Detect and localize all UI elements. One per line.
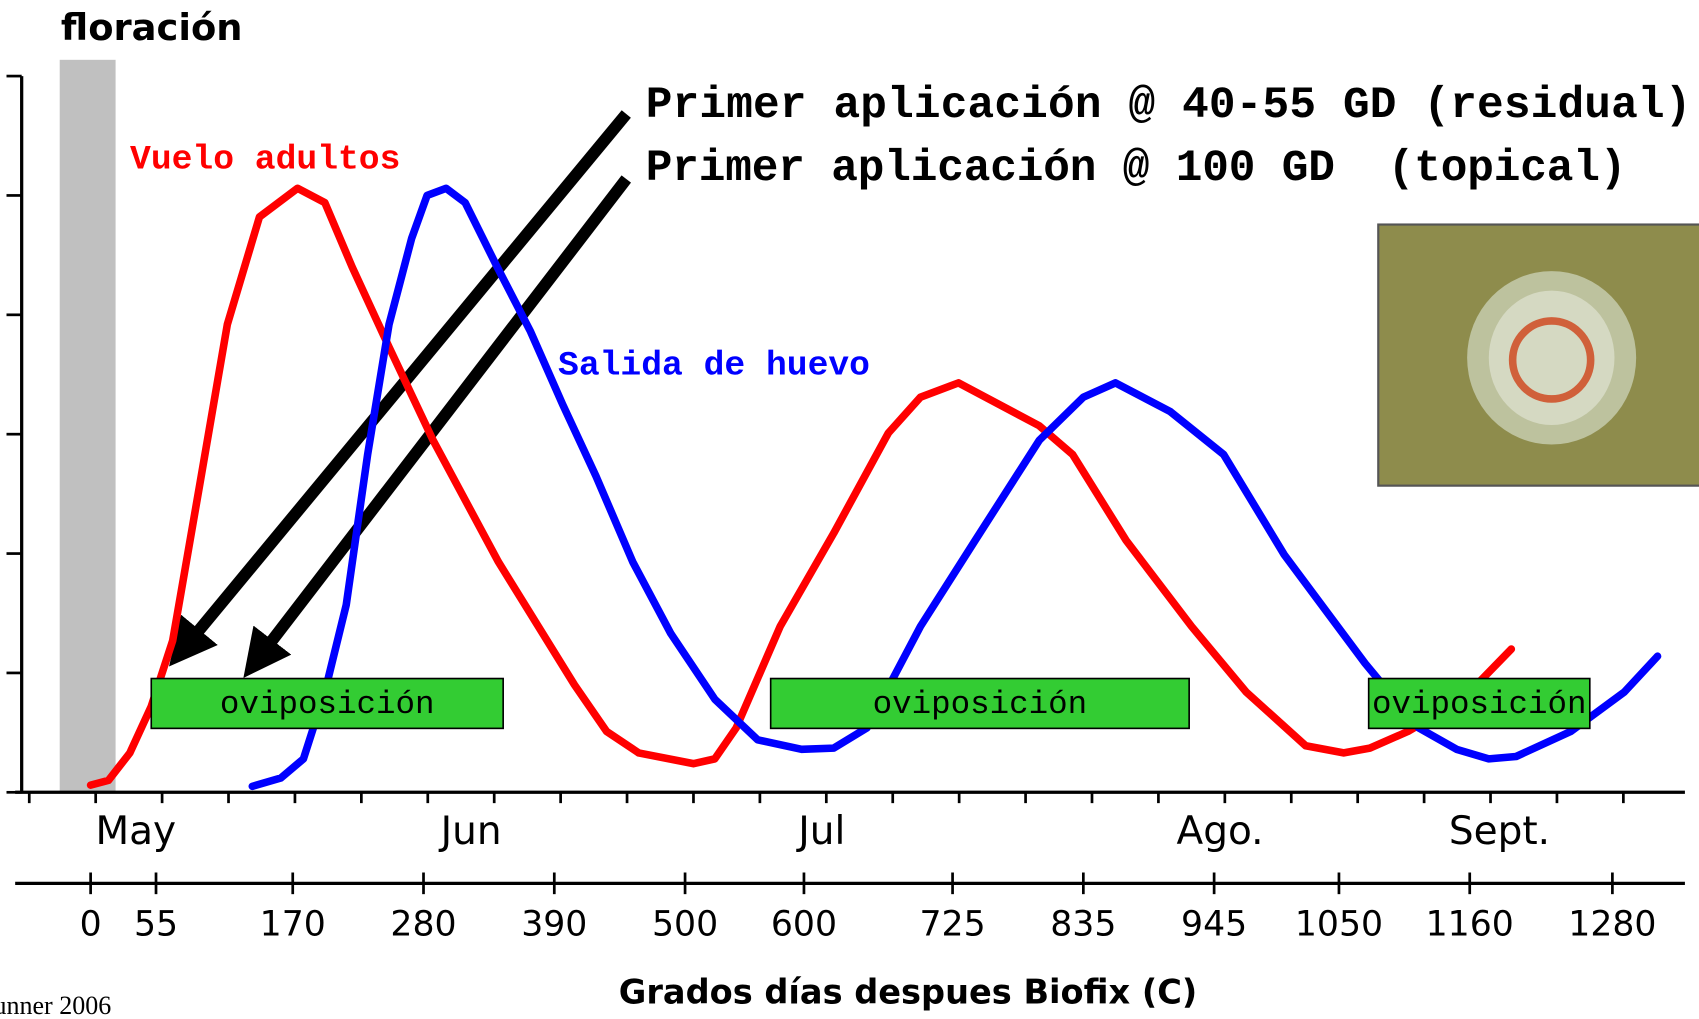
x-tick-label: 835 <box>1050 905 1116 945</box>
x-tick-label: 0 <box>80 905 102 945</box>
month-label: Sept. <box>1449 809 1550 854</box>
month-label: Ago. <box>1177 809 1264 854</box>
oviposition-band <box>769 677 1190 730</box>
x-tick-label: 170 <box>260 905 326 945</box>
series-label: Salida de huevo <box>558 347 870 386</box>
x-axis-label: Grados días despues Biofix (C) <box>619 972 1197 1011</box>
x-tick-label: 390 <box>521 905 587 945</box>
bloom-band <box>59 59 116 793</box>
series-label: Vuelo adultos <box>130 141 400 180</box>
x-tick-label: 725 <box>919 905 985 945</box>
x-tick-label: 500 <box>652 905 718 945</box>
x-tick-label: 945 <box>1181 905 1247 945</box>
x-tick-label: 1280 <box>1568 905 1656 945</box>
x-tick-label: 1160 <box>1426 905 1514 945</box>
arrow <box>243 175 632 678</box>
month-label: Jun <box>438 809 502 854</box>
oviposition-label: oviposición <box>873 686 1088 723</box>
bloom-label: floración <box>61 6 243 49</box>
x-tick-label: 1050 <box>1295 905 1383 945</box>
series-line <box>86 184 1516 789</box>
oviposition-label: oviposición <box>1372 686 1587 723</box>
annotation: Primer aplicación @ 100 GD (topical) <box>646 144 1627 194</box>
oviposition-label: oviposición <box>220 686 435 723</box>
month-label: May <box>95 809 176 854</box>
source: unner 2006 <box>0 991 111 1019</box>
oviposition-band <box>150 677 504 730</box>
oviposition-band <box>1367 677 1591 730</box>
x-tick-label: 600 <box>771 905 837 945</box>
x-tick-label: 280 <box>390 905 456 945</box>
annotation: Primer aplicación @ 40-55 GD (residual) <box>646 81 1692 131</box>
month-label: Jul <box>795 809 845 854</box>
photo <box>1377 223 1699 487</box>
x-tick-label: 55 <box>134 905 178 945</box>
